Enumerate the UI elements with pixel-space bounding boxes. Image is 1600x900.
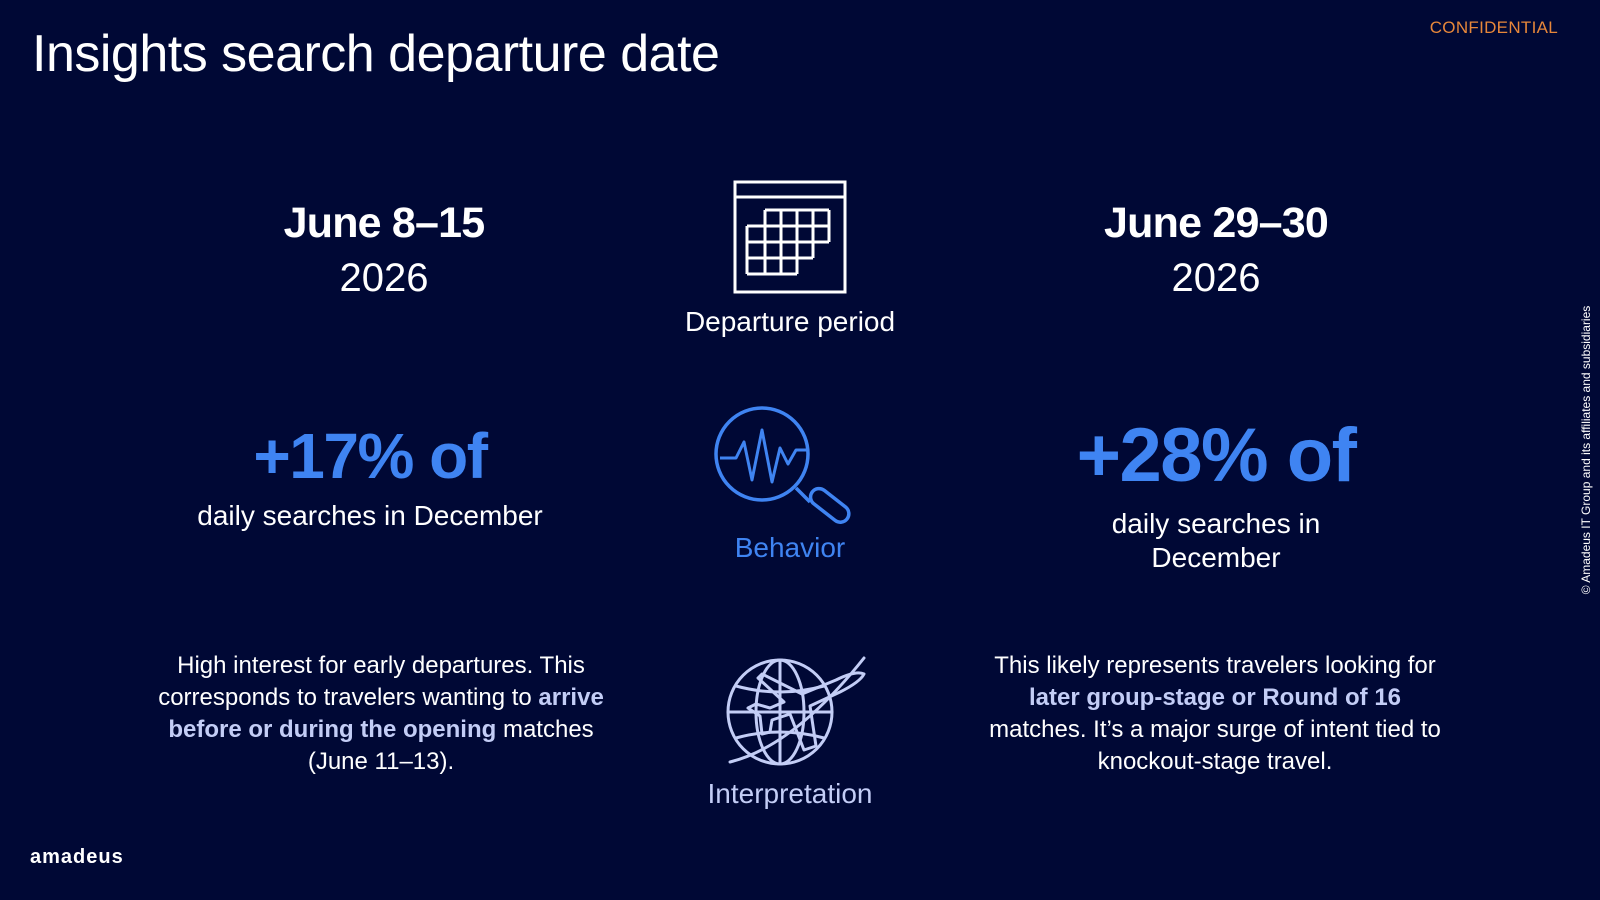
- right-date-range: June 29–30: [1104, 199, 1329, 247]
- right-interpretation-text: This likely represents travelers looking…: [994, 652, 1436, 679]
- right-stat-block: +28% of daily searches in December: [1036, 410, 1396, 574]
- left-date-year: 2026: [339, 255, 429, 300]
- right-interpretation-text-end: matches. It’s a major surge of intent ti…: [989, 716, 1441, 775]
- left-date-block: June 8–15 2026: [224, 198, 544, 302]
- calendar-icon: [733, 180, 847, 294]
- right-stat-caption: daily searches in December: [1111, 508, 1321, 573]
- amadeus-logo: amadeus: [30, 846, 124, 868]
- left-date-range: June 8–15: [283, 199, 486, 247]
- right-date-block: June 29–30 2026: [1036, 198, 1396, 302]
- right-stat-value: +28% of: [1076, 413, 1357, 498]
- right-interpretation: This likely represents travelers looking…: [982, 650, 1448, 778]
- confidential-label: CONFIDENTIAL: [1429, 18, 1558, 37]
- right-interpretation-highlight: later group-stage or Round of 16: [1028, 684, 1402, 711]
- right-date-year: 2026: [1171, 255, 1261, 300]
- left-interpretation: High interest for early departures. This…: [145, 650, 617, 778]
- globe-airplane-icon: [726, 656, 866, 766]
- left-stat-block: +17% of daily searches in December: [160, 418, 580, 532]
- left-stat-caption: daily searches in December: [197, 499, 543, 531]
- left-interpretation-text-end: matches (June 11–13).: [307, 716, 594, 775]
- interpretation-label: Interpretation: [707, 778, 873, 809]
- search-pulse-icon: [714, 406, 851, 524]
- copyright-notice: © Amadeus IT Group and its affiliates an…: [1579, 305, 1593, 595]
- left-interpretation-highlight: arrive before or during the opening: [168, 684, 604, 743]
- left-stat-value: +17% of: [253, 420, 488, 492]
- behavior-label: Behavior: [734, 532, 846, 563]
- page-title: Insights search departure date: [32, 25, 720, 83]
- departure-period-label: Departure period: [684, 306, 896, 337]
- left-interpretation-text: High interest for early departures. This…: [158, 652, 585, 711]
